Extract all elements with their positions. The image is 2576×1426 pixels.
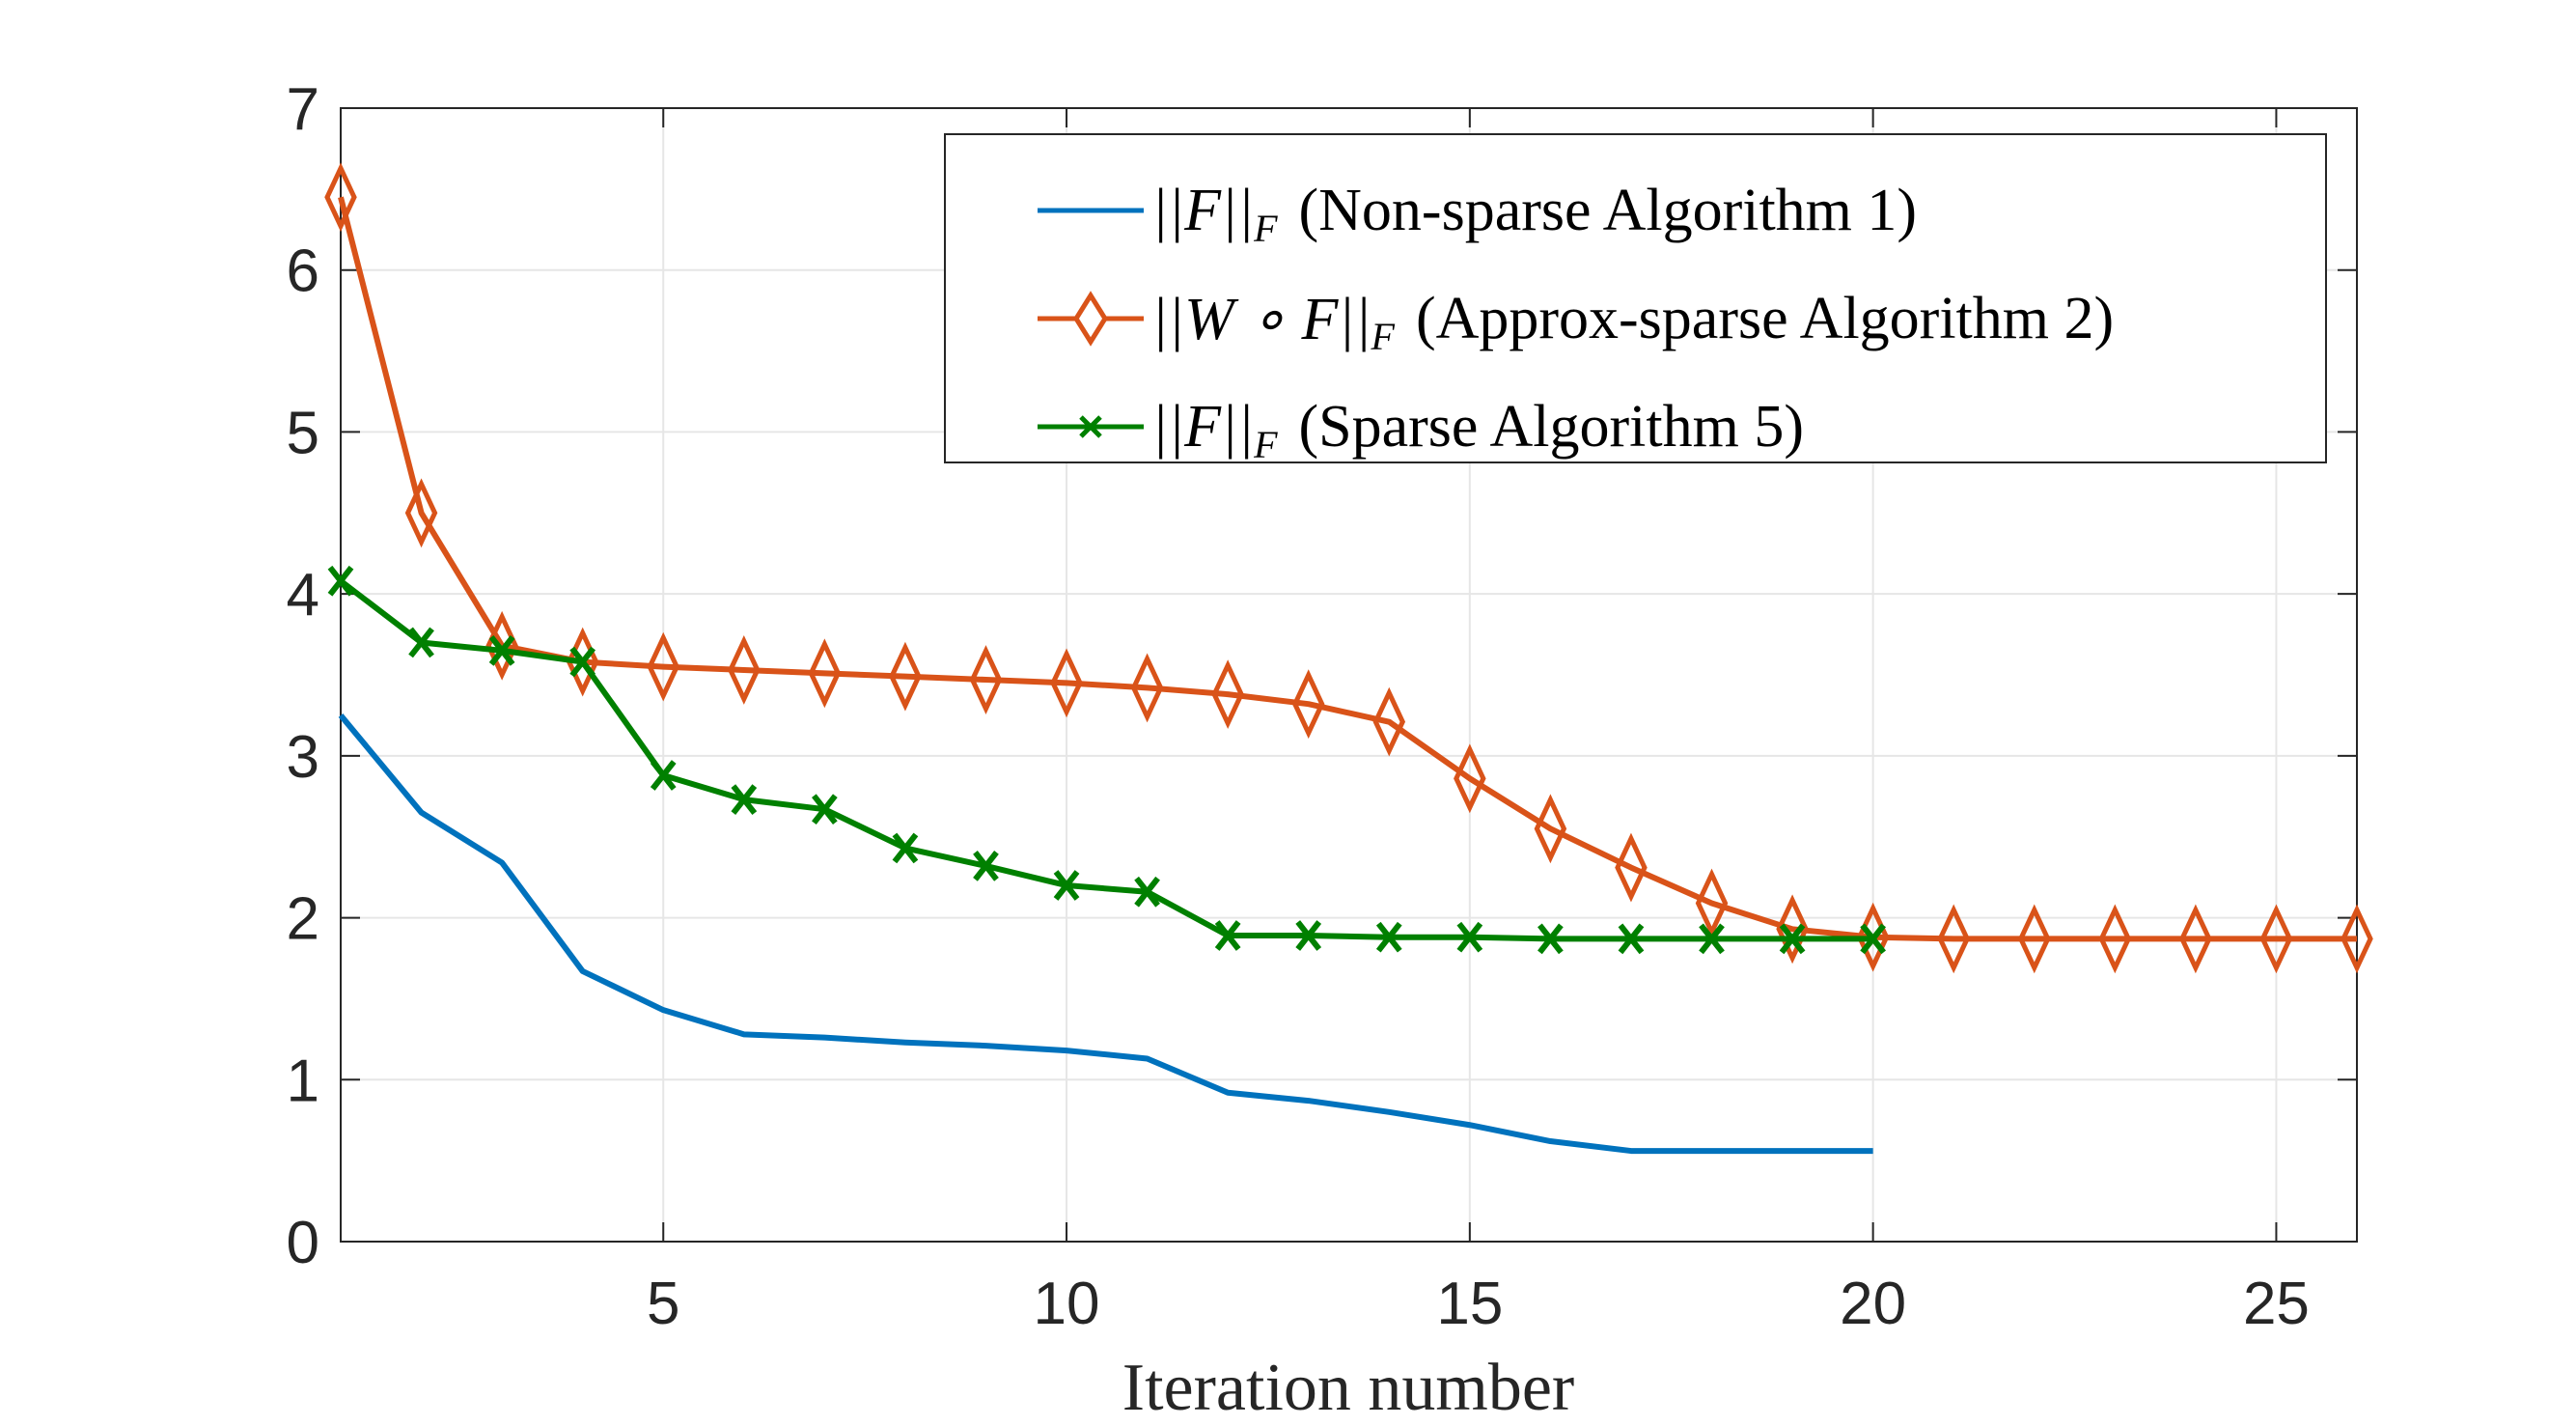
data-point-diamond (2018, 904, 2051, 974)
data-point-x (650, 760, 677, 791)
data-point-x (1860, 923, 1886, 955)
x-tick-label: 10 (1034, 1271, 1100, 1337)
data-point-diamond (1454, 743, 1486, 814)
y-tick-label: 1 (287, 1048, 319, 1114)
data-point-x (569, 646, 596, 678)
legend-text: (Non-sparse Algorithm 1) (1298, 177, 1918, 243)
data-point-x (1699, 923, 1725, 955)
legend-text: (Approx-sparse Algorithm 2) (1415, 285, 2115, 351)
data-point-x (1779, 923, 1806, 955)
series-line (339, 578, 1873, 942)
series-group (324, 162, 2373, 1155)
data-point-x (1295, 920, 1322, 951)
legend: ||F|| F (Non-sparse Algorithm 1) ||W ∘ F||… (944, 133, 2327, 466)
data-point-diamond (2341, 904, 2373, 974)
data-point-diamond (1776, 894, 1809, 965)
data-point-diamond (889, 641, 922, 712)
legend-line-icon (1038, 208, 1144, 213)
y-tick-label: 2 (287, 886, 319, 953)
legend-subscript: F (1254, 206, 1278, 250)
data-point-diamond (969, 645, 1003, 714)
series-2 (327, 565, 1886, 955)
data-point-diamond (1130, 653, 1164, 723)
data-point-x (1456, 921, 1483, 953)
y-tick-label: 3 (287, 724, 319, 791)
y-tick-label: 5 (287, 400, 319, 466)
legend-entry-non-sparse: ||F|| F (Non-sparse Algorithm 1) (946, 162, 1917, 259)
x-tick-label: 5 (647, 1271, 679, 1337)
x-tick-label: 20 (1840, 1271, 1906, 1337)
legend-math: ||F|| (1151, 393, 1255, 460)
data-point-diamond (647, 631, 679, 702)
data-point-diamond (1211, 659, 1244, 730)
data-point-diamond (808, 638, 842, 709)
x-tick-label: 15 (1436, 1271, 1503, 1337)
x-tick-label: 25 (2243, 1271, 2310, 1337)
data-point-diamond (2259, 904, 2293, 974)
data-point-diamond (1615, 832, 1648, 903)
data-point-diamond (324, 162, 357, 233)
series-1 (324, 162, 2373, 974)
data-point-diamond (1534, 794, 1567, 864)
plot-frame (340, 107, 2358, 1243)
data-point-x (488, 634, 515, 666)
data-point-x (892, 832, 919, 864)
legend-diamond-icon (1038, 291, 1144, 347)
x-axis-label: Iteration number (1122, 1351, 1574, 1425)
series-0 (338, 713, 1873, 1155)
legend-entry-approx-sparse: ||W ∘ F|| F (Approx-sparse Algorithm 2) (946, 270, 2114, 367)
data-point-x (1537, 923, 1564, 955)
data-point-diamond (1937, 904, 1970, 974)
data-point-diamond (1695, 868, 1729, 938)
legend-x-icon (1038, 415, 1144, 438)
data-point-diamond (1291, 669, 1325, 740)
data-point-x (731, 784, 758, 815)
y-tick-label: 0 (287, 1210, 319, 1276)
legend-subscript: F (1254, 422, 1278, 466)
legend-math: ||F|| (1151, 177, 1255, 243)
data-point-x (1134, 876, 1160, 908)
data-point-x (408, 627, 434, 658)
legend-math: ||W ∘ F|| (1151, 287, 1371, 352)
data-point-diamond (404, 478, 438, 548)
data-point-diamond (2098, 904, 2132, 974)
data-point-x (1375, 921, 1402, 953)
series-line (338, 713, 1873, 1155)
legend-subscript: F (1371, 314, 1395, 358)
data-point-x (812, 794, 838, 825)
data-point-x (327, 565, 354, 597)
data-point-x (1618, 923, 1645, 955)
y-tick-label: 4 (287, 562, 319, 629)
data-point-diamond (1050, 648, 1083, 718)
axes: 5 10 15 20 25 0 1 2 3 4 5 6 7 (287, 76, 2358, 1337)
legend-entry-sparse: ||F|| F (Sparse Algorithm 5) (946, 378, 1804, 475)
legend-text: (Sparse Algorithm 5) (1298, 393, 1805, 460)
data-point-x (973, 851, 999, 881)
data-point-diamond (1372, 686, 1406, 757)
data-point-diamond (728, 635, 761, 705)
y-tick-label: 7 (287, 76, 319, 143)
data-point-x (1053, 870, 1080, 901)
y-tick-label: 6 (287, 238, 319, 305)
data-point-x (1214, 920, 1241, 951)
data-point-diamond (2179, 904, 2212, 974)
